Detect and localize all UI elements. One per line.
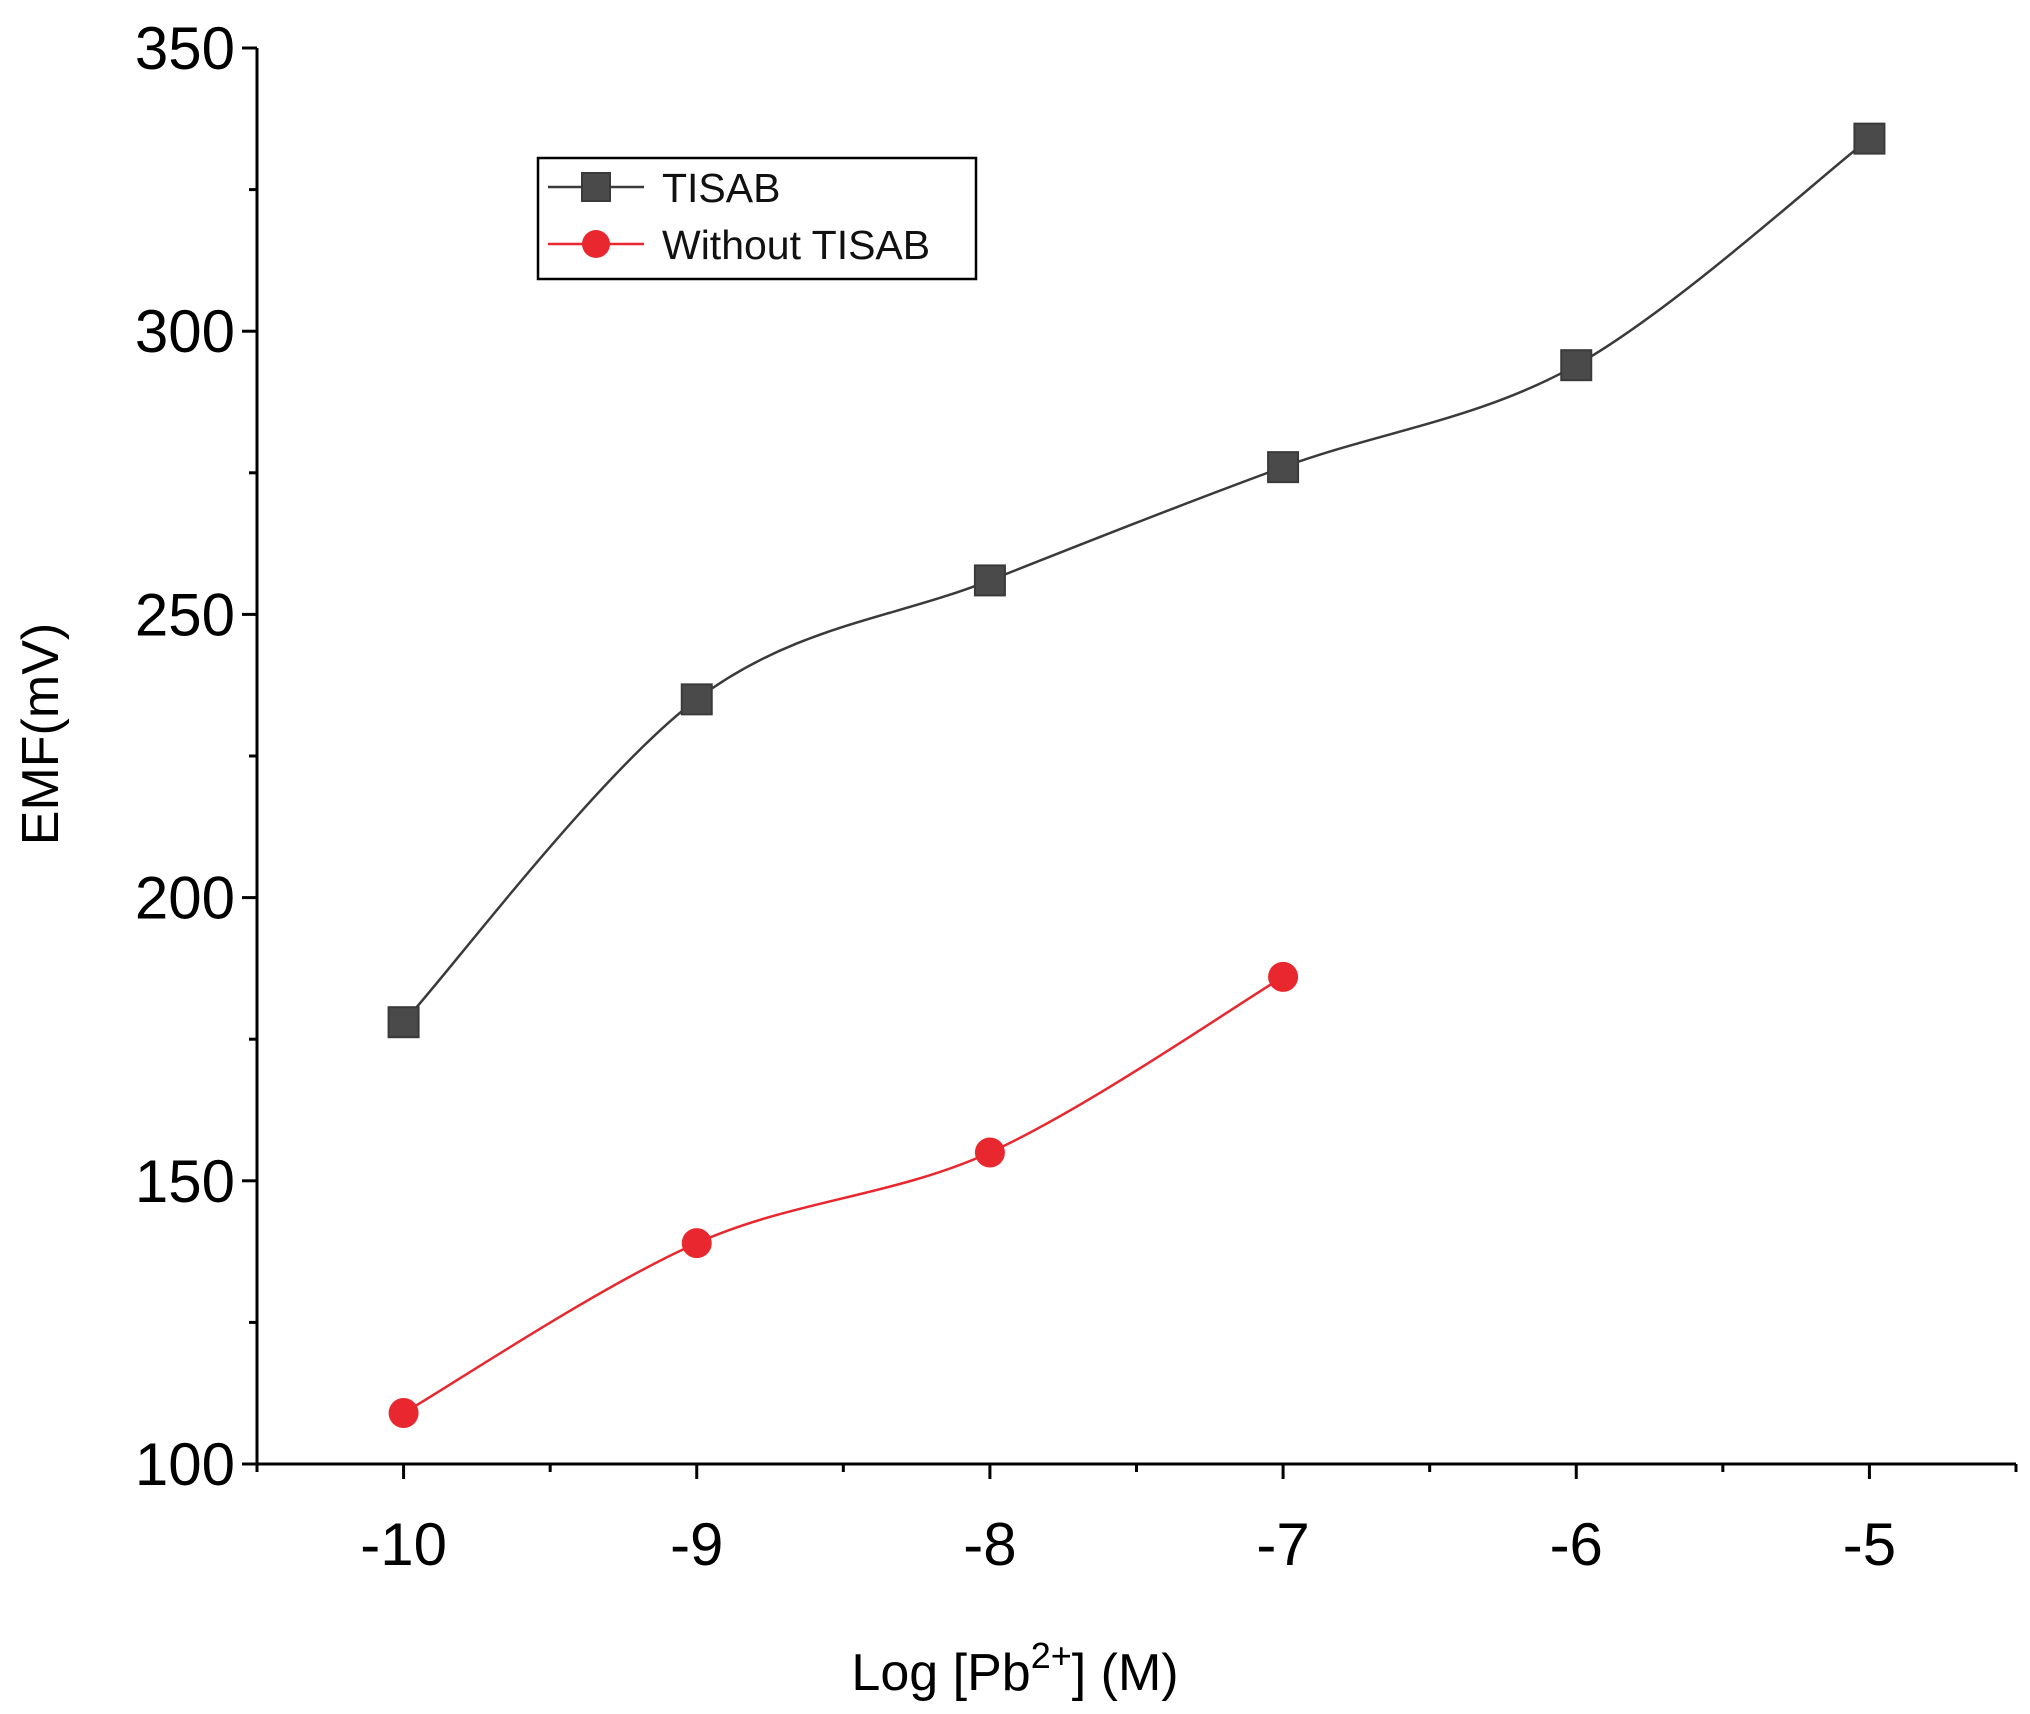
data-point-without-tisab xyxy=(1268,961,1299,992)
y-axis-title: EMF(mV) xyxy=(12,623,70,845)
legend: TISAB Without TISAB xyxy=(536,156,978,281)
x-tick-label: -6 xyxy=(1550,1511,1603,1578)
legend-label-without-tisab: Without TISAB xyxy=(662,222,930,268)
y-tick-label: 100 xyxy=(135,1431,235,1498)
y-tick-label: 350 xyxy=(135,15,235,82)
data-point-tisab xyxy=(973,564,1006,597)
y-tick-label: 200 xyxy=(135,865,235,932)
legend-marker-without-tisab xyxy=(582,230,610,258)
x-axis-title-prefix: Log [Pb xyxy=(851,1644,1030,1702)
data-point-tisab xyxy=(1560,349,1593,382)
x-tick-label: -9 xyxy=(670,1511,723,1578)
legend-label-tisab: TISAB xyxy=(662,165,780,211)
legend-marker-tisab xyxy=(581,172,611,202)
data-point-without-tisab xyxy=(681,1228,712,1259)
y-tick-label: 300 xyxy=(135,298,235,365)
x-tick-label: -5 xyxy=(1843,1511,1896,1578)
data-point-tisab xyxy=(1267,451,1300,484)
y-tick-label: 250 xyxy=(135,581,235,648)
x-axis-title-superscript: 2+ xyxy=(1031,1635,1072,1676)
data-point-without-tisab xyxy=(388,1398,419,1429)
series-line-tisab xyxy=(402,137,1871,1024)
x-tick-label: -10 xyxy=(360,1511,447,1578)
data-point-tisab xyxy=(1853,122,1886,155)
series-line-without-tisab xyxy=(402,975,1284,1415)
y-tick-label: 150 xyxy=(135,1148,235,1215)
data-point-tisab xyxy=(680,683,713,716)
x-tick-label: -7 xyxy=(1256,1511,1309,1578)
x-axis-title-suffix: ] (M) xyxy=(1072,1644,1179,1702)
data-point-tisab xyxy=(387,1006,420,1039)
x-axis-title: Log [Pb2+] (M) xyxy=(851,1635,1178,1702)
axes: 100 150 200 250 300 350 -10 -9 -8 -7 -6 -5 xyxy=(135,15,2018,1578)
series-layer xyxy=(387,122,1886,1429)
x-tick-label: -8 xyxy=(963,1511,1016,1578)
data-point-without-tisab xyxy=(974,1137,1005,1168)
